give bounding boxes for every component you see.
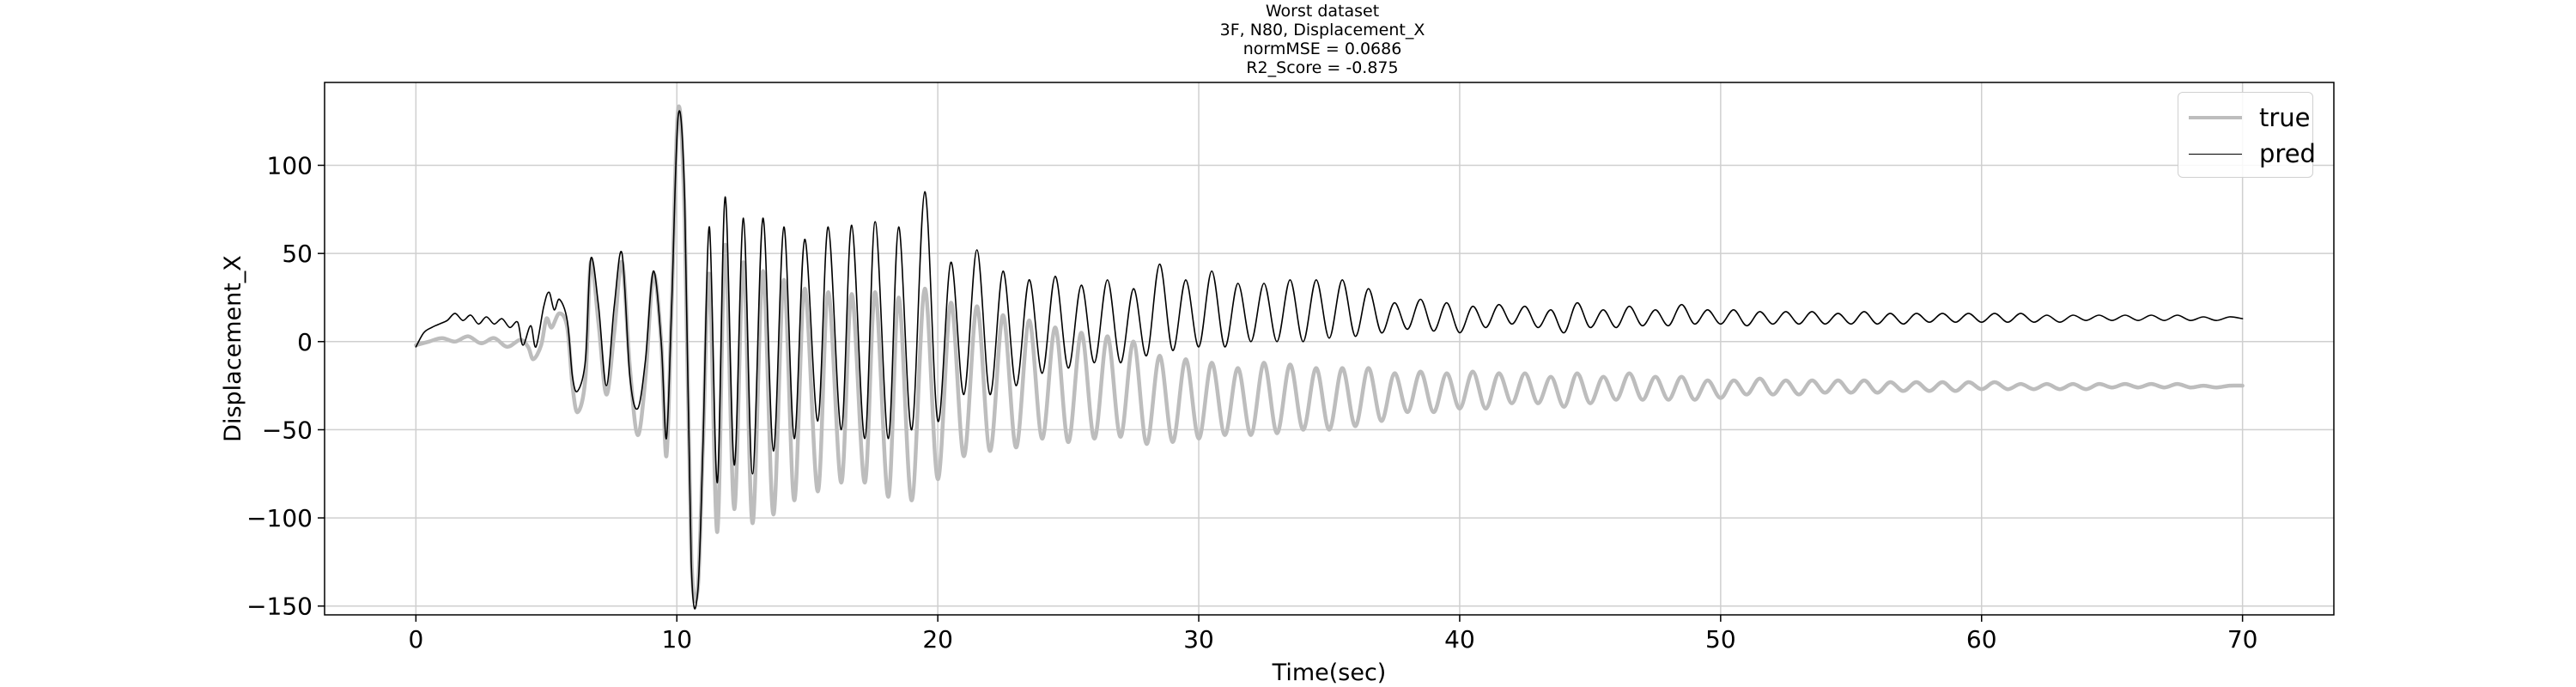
legend-label-pred: pred (2259, 139, 2316, 168)
chart-title-line-2: 3F, N80, Displacement_X (1219, 21, 1425, 40)
legend-item-true: true (2189, 100, 2311, 135)
chart-title-line-3: normMSE = 0.0686 (1242, 40, 1402, 58)
x-tick-label: 20 (922, 625, 953, 654)
legend-label-true: true (2259, 103, 2311, 132)
y-tick-label: 0 (297, 328, 313, 356)
x-tick-label: 40 (1444, 625, 1475, 654)
series-lines (414, 104, 2245, 610)
legend-swatch-pred (2189, 153, 2242, 155)
legend-item-pred: pred (2189, 137, 2316, 171)
x-tick-label: 30 (1183, 625, 1214, 654)
y-tick-label: −150 (246, 593, 313, 621)
x-axis-label: Time(sec) (1272, 660, 1387, 686)
legend-swatch-true (2189, 116, 2242, 119)
series-line-pred (415, 110, 2244, 610)
y-axis-label: Displacement_X (220, 255, 246, 442)
chart-title-line-1: Worst dataset (1265, 2, 1380, 21)
grid (325, 82, 2334, 615)
legend: true pred (2178, 92, 2316, 178)
x-tick-label: 10 (661, 625, 692, 654)
plot-area-frame (324, 82, 2335, 616)
x-tick-label: 0 (408, 625, 423, 654)
chart-title-line-4: R2_Score = -0.875 (1246, 58, 1399, 77)
y-tick-label: 100 (267, 151, 313, 179)
x-tick-label: 60 (1966, 625, 1997, 654)
y-tick-label: −100 (246, 504, 313, 532)
x-tick-label: 50 (1705, 625, 1736, 654)
axis-ticks: 0 10 20 30 40 50 60 70 −150 −100 −50 0 50 100 (246, 151, 2257, 654)
y-tick-label: 50 (282, 240, 313, 268)
y-tick-label: −50 (262, 416, 313, 444)
x-tick-label: 70 (2227, 625, 2258, 654)
